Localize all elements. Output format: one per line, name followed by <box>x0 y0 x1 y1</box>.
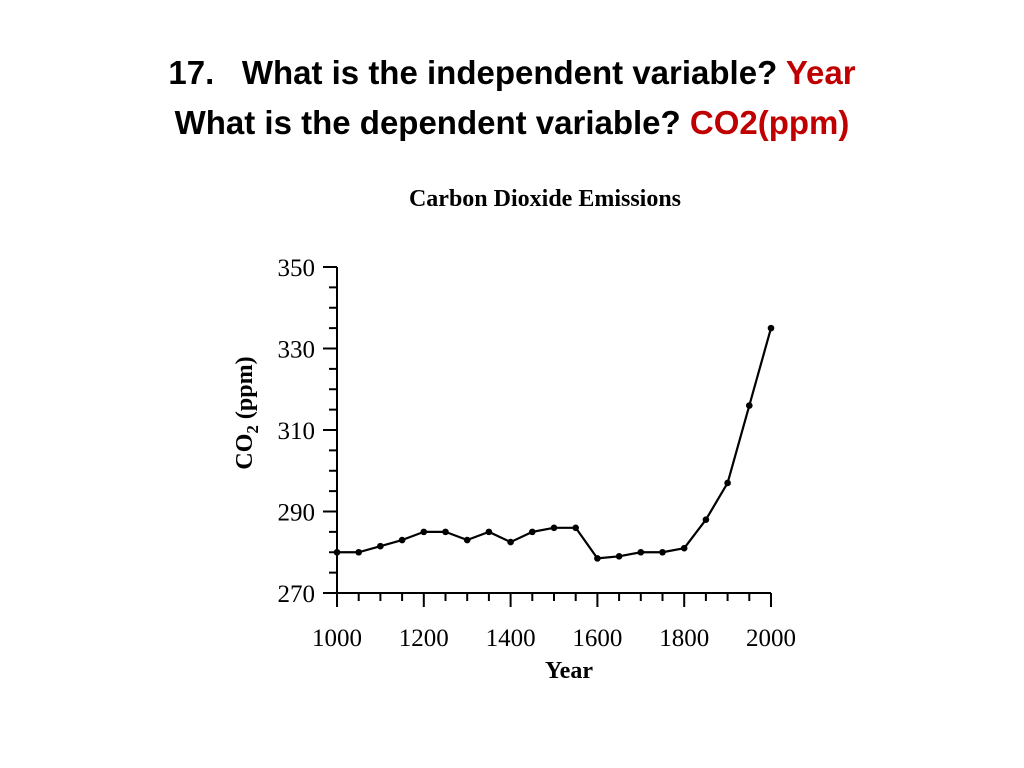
y-tick-labels: 270 290 310 330 350 <box>278 255 316 608</box>
data-point <box>594 555 601 562</box>
data-point <box>529 528 536 536</box>
data-point <box>485 528 493 536</box>
x-tick-label: 2000 <box>746 625 796 652</box>
question-independent: 17. What is the independent variable? Ye… <box>0 53 1024 93</box>
x-tick-label: 1400 <box>486 625 536 652</box>
y-tick-label: 310 <box>278 418 316 445</box>
y-tick-label: 270 <box>278 581 316 608</box>
data-point <box>680 544 688 552</box>
data-point <box>637 548 645 556</box>
x-tick-label: 1800 <box>659 625 709 652</box>
question-independent-prompt: What is the independent variable? <box>241 54 778 91</box>
x-axis-label: Year <box>545 658 593 684</box>
question-dependent-prompt: What is the dependent variable? <box>174 104 681 141</box>
y-axis-label-unit: (ppm) <box>232 356 258 425</box>
x-tick-label: 1000 <box>312 625 362 652</box>
y-axis-label: CO2 (ppm) <box>232 356 262 469</box>
data-point <box>767 324 775 332</box>
data-point <box>724 479 731 487</box>
data-point <box>702 516 710 523</box>
data-point <box>442 528 449 536</box>
y-tick-label: 330 <box>278 337 316 364</box>
x-tick-label: 1600 <box>572 625 622 652</box>
chart-axes <box>323 266 772 607</box>
data-point <box>333 548 341 556</box>
data-point <box>615 553 623 560</box>
y-axis-label-subscript: 2 <box>243 425 262 434</box>
data-point <box>377 542 384 550</box>
answer-dependent: CO2(ppm) <box>689 104 850 141</box>
data-point <box>746 402 753 409</box>
x-tick-labels: 1000 1200 1400 1600 1800 2000 <box>312 625 796 652</box>
x-tick-label: 1200 <box>399 625 449 652</box>
series-co2 <box>333 324 775 562</box>
question-dependent: What is the dependent variable? CO2(ppm) <box>0 103 1024 143</box>
data-point <box>355 548 363 556</box>
data-point <box>659 548 666 556</box>
data-point <box>550 524 558 532</box>
answer-independent: Year <box>785 54 856 91</box>
chart-title: Carbon Dioxide Emissions <box>409 186 681 212</box>
y-tick-label: 350 <box>278 255 316 282</box>
data-point <box>398 536 406 544</box>
data-point <box>463 536 471 544</box>
y-tick-label: 290 <box>278 500 316 527</box>
y-axis-label-main: CO <box>232 434 258 470</box>
data-point <box>420 528 428 536</box>
question-number: 17. <box>168 54 215 91</box>
data-point <box>572 524 579 532</box>
series-line <box>337 327 773 560</box>
data-point <box>507 538 514 546</box>
